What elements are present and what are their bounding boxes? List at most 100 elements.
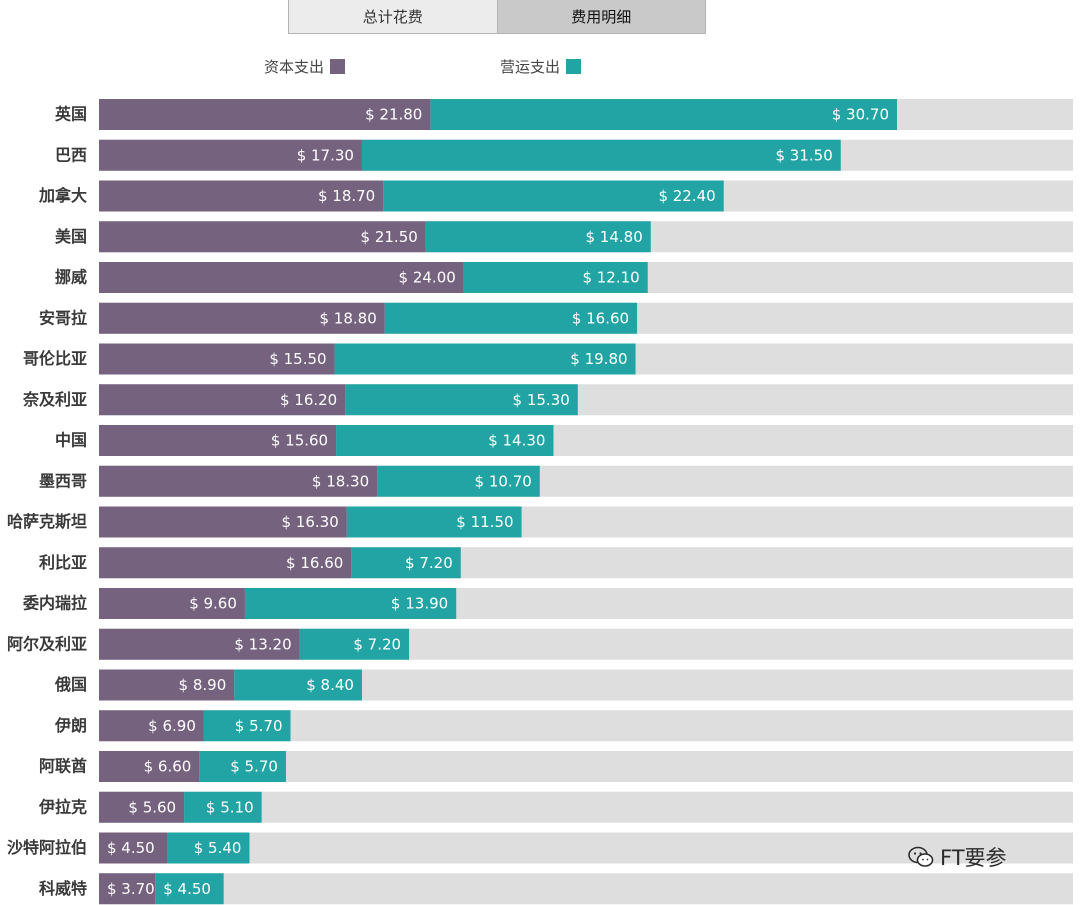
- bar-capex: [99, 873, 156, 905]
- bar-capex: [99, 384, 346, 416]
- value-label-capex: $ 9.60: [189, 595, 237, 613]
- legend-swatch-opex: [566, 59, 582, 74]
- bar-track: [99, 873, 1073, 905]
- bar-capex: [99, 751, 200, 782]
- bar-capex: [99, 99, 431, 130]
- bar-opex: [336, 425, 554, 456]
- bar-opex: [184, 791, 262, 823]
- legend-item-opex: 营运支出: [500, 56, 582, 77]
- value-label-capex: $ 21.80: [365, 106, 422, 124]
- bar-capex: [99, 221, 426, 253]
- value-label-capex: $ 6.90: [148, 717, 196, 735]
- bar-opex: [334, 343, 636, 375]
- value-label-opex: $ 22.40: [658, 187, 715, 205]
- bar-opex: [299, 628, 410, 660]
- value-label-capex: $ 21.50: [361, 228, 418, 246]
- tab-total-cost[interactable]: 总计花费: [288, 0, 498, 34]
- bar-opex: [345, 384, 578, 416]
- bar-capex: [99, 262, 464, 293]
- category-label: 利比亚: [39, 553, 87, 572]
- value-label-capex: $ 18.70: [318, 187, 375, 205]
- watermark: FT要参: [908, 842, 1007, 872]
- value-label-capex: $ 13.20: [234, 635, 291, 653]
- legend-label-capex: 资本支出: [264, 58, 325, 76]
- category-label: 伊朗: [54, 716, 87, 735]
- bar-opex: [430, 99, 897, 130]
- chart-legend: 资本支出 营运支出: [0, 56, 1080, 80]
- bar-capex: [99, 343, 335, 375]
- value-label-capex: $ 16.20: [280, 391, 337, 409]
- category-label: 俄国: [54, 675, 87, 694]
- bar-opex: [383, 180, 724, 212]
- value-label-opex: $ 8.40: [306, 676, 354, 694]
- bar-opex: [203, 710, 291, 742]
- value-label-opex: $ 14.80: [585, 228, 642, 246]
- value-label-opex: $ 13.90: [391, 595, 448, 613]
- value-label-capex: $ 4.50: [107, 839, 155, 857]
- category-label: 科威特: [39, 879, 87, 898]
- legend-swatch-capex: [330, 59, 346, 74]
- category-label: 挪威: [55, 268, 87, 287]
- value-label-opex: $ 7.20: [353, 635, 401, 653]
- category-label: 巴西: [55, 145, 87, 164]
- bar-opex: [351, 547, 461, 579]
- value-label-capex: $ 5.60: [128, 798, 176, 816]
- bar-opex: [463, 262, 648, 293]
- value-label-capex: $ 15.60: [271, 432, 328, 450]
- bar-opex: [384, 302, 638, 334]
- bar-opex: [155, 873, 224, 905]
- value-label-opex: $ 16.60: [572, 309, 629, 327]
- bar-capex: [99, 710, 204, 742]
- category-label: 加拿大: [38, 186, 87, 205]
- tab-cost-breakdown[interactable]: 费用明细: [497, 0, 706, 34]
- value-label-opex: $ 31.50: [775, 146, 832, 164]
- category-label: 美国: [55, 227, 87, 246]
- bar-opex: [234, 669, 362, 701]
- value-label-opex: $ 5.40: [194, 839, 242, 857]
- value-label-capex: $ 18.80: [319, 309, 376, 327]
- bar-capex: [99, 425, 337, 456]
- bar-opex: [244, 588, 457, 619]
- category-label: 奈及利亚: [22, 390, 87, 409]
- bar-opex: [199, 751, 286, 782]
- value-label-opex: $ 12.10: [582, 269, 639, 287]
- category-label: 伊拉克: [38, 797, 87, 816]
- value-label-opex: $ 19.80: [570, 350, 627, 368]
- category-label: 哥伦比亚: [23, 349, 87, 368]
- value-label-opex: $ 5.70: [230, 758, 278, 776]
- category-label: 安哥拉: [39, 308, 87, 327]
- bar-capex: [99, 628, 300, 660]
- category-label: 英国: [54, 105, 87, 124]
- bar-opex: [377, 465, 540, 497]
- value-label-capex: $ 17.30: [297, 146, 354, 164]
- category-label: 委内瑞拉: [22, 594, 87, 613]
- value-label-capex: $ 3.70: [107, 880, 155, 898]
- value-label-opex: $ 5.70: [235, 717, 283, 735]
- value-label-opex: $ 5.10: [206, 798, 254, 816]
- value-label-capex: $ 15.50: [269, 350, 326, 368]
- bar-capex: [99, 547, 352, 579]
- category-label: 哈萨克斯坦: [7, 512, 87, 531]
- value-label-capex: $ 16.60: [286, 554, 343, 572]
- value-label-opex: $ 30.70: [832, 106, 889, 124]
- value-label-opex: $ 14.30: [488, 432, 545, 450]
- bar-capex: [99, 180, 384, 212]
- bar-capex: [99, 669, 235, 701]
- bar-capex: [99, 588, 245, 619]
- legend-item-capex: 资本支出: [264, 56, 346, 77]
- bar-capex: [99, 302, 385, 334]
- value-label-capex: $ 24.00: [399, 269, 456, 287]
- bar-opex: [167, 832, 250, 864]
- bar-capex: [99, 506, 347, 538]
- bar-opex: [361, 139, 841, 171]
- watermark-text: FT要参: [940, 846, 1007, 870]
- value-label-capex: $ 8.90: [179, 676, 227, 694]
- value-label-opex: $ 15.30: [513, 391, 570, 409]
- value-label-opex: $ 4.50: [163, 880, 211, 898]
- category-label: 中国: [55, 431, 87, 450]
- legend-label-opex: 营运支出: [500, 58, 561, 76]
- value-label-opex: $ 7.20: [405, 554, 453, 572]
- bar-capex: [99, 832, 168, 864]
- value-label-capex: $ 6.60: [144, 758, 192, 776]
